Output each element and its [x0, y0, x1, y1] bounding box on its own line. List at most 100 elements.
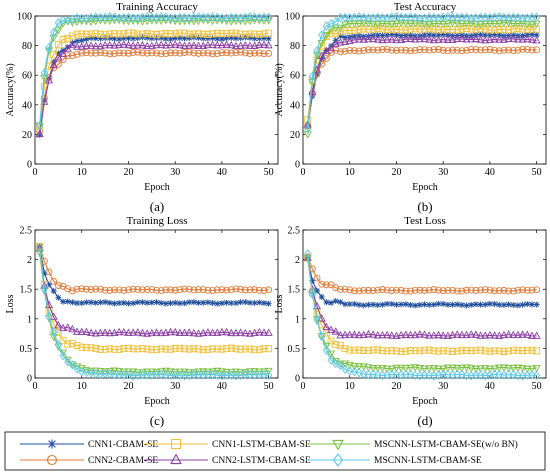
data-point	[439, 365, 448, 373]
data-point	[359, 35, 368, 43]
data-point	[124, 328, 133, 336]
data-point	[407, 301, 414, 308]
data-point	[237, 299, 244, 306]
data-point	[68, 52, 76, 60]
y-tick-label: 20	[22, 130, 32, 141]
data-point	[322, 32, 331, 40]
data-point	[499, 330, 509, 339]
data-point	[397, 330, 406, 339]
data-point	[486, 300, 493, 307]
data-point	[97, 299, 104, 306]
data-point	[73, 50, 81, 58]
data-point	[59, 351, 67, 361]
data-point	[528, 286, 536, 294]
data-point	[54, 27, 63, 35]
data-point	[430, 46, 438, 53]
data-point	[260, 50, 268, 58]
data-point	[513, 35, 523, 43]
data-point	[96, 285, 104, 293]
data-point	[232, 285, 240, 293]
data-point	[171, 327, 180, 336]
legend-label: CNN2-LSTM-CBAM-SE	[212, 456, 311, 466]
data-point	[532, 36, 541, 44]
data-point	[111, 35, 118, 42]
data-point	[457, 364, 466, 373]
data-point	[63, 44, 72, 52]
data-point	[495, 35, 504, 43]
data-point	[518, 365, 527, 373]
data-point	[341, 47, 349, 55]
data-point	[416, 286, 424, 294]
panel-d-ylabel: Loss	[274, 294, 285, 313]
data-point	[125, 344, 132, 352]
panel-d-caption: (d)	[417, 413, 432, 428]
data-point	[54, 340, 62, 350]
data-point	[245, 17, 255, 26]
data-point	[528, 31, 535, 38]
data-point	[101, 286, 109, 294]
y-tick-label: 2	[295, 255, 300, 266]
panel-d-title: Test Loss	[404, 215, 446, 227]
data-point	[228, 300, 235, 307]
data-point	[317, 333, 326, 341]
data-point	[415, 34, 424, 43]
data-point	[332, 341, 340, 348]
data-point	[175, 18, 184, 26]
legend-item-mscnn-lstm-cbam-se-wo-bn: MSCNN-LSTM-CBAM-SE(w/o BN)	[306, 439, 518, 451]
data-point	[477, 31, 484, 38]
data-point	[148, 35, 155, 42]
data-point	[425, 331, 434, 339]
data-point	[129, 13, 137, 23]
data-point	[453, 26, 461, 34]
data-point	[346, 366, 354, 376]
data-point	[125, 300, 132, 307]
data-point	[444, 287, 452, 294]
data-point	[190, 49, 198, 57]
data-point	[125, 35, 132, 42]
x-tick-label: 10	[77, 381, 87, 392]
square-marker-icon	[170, 438, 182, 450]
data-point	[68, 340, 76, 347]
data-point	[199, 328, 208, 337]
data-point	[167, 300, 174, 307]
series-cnn1-cbam-se	[304, 31, 540, 130]
data-point	[477, 370, 485, 380]
data-point	[217, 40, 226, 49]
data-point	[88, 299, 95, 306]
data-point	[351, 300, 358, 307]
data-point	[527, 331, 537, 339]
data-point	[209, 50, 217, 58]
series-cnn2-cbam-se	[304, 253, 541, 295]
data-point	[237, 35, 244, 42]
data-point	[532, 365, 541, 373]
data-point	[346, 286, 354, 294]
data-point	[194, 329, 203, 337]
data-point	[509, 47, 517, 54]
data-point	[350, 35, 359, 43]
data-point	[189, 328, 198, 337]
data-point	[181, 300, 188, 307]
data-point	[176, 35, 183, 42]
data-point	[467, 330, 476, 338]
y-tick-label: 0.5	[20, 344, 33, 355]
data-point	[218, 36, 225, 43]
data-point	[157, 369, 165, 379]
data-point	[491, 300, 498, 307]
data-point	[332, 358, 340, 369]
data-point	[350, 27, 358, 34]
data-point	[78, 285, 86, 293]
data-point	[444, 47, 452, 55]
data-point	[186, 35, 193, 42]
y-tick-label: 0	[295, 160, 300, 171]
series-mscnn-lstm-cbam-se-w-o-bn	[303, 19, 541, 139]
series-cnn2-lstm-cbam-se	[303, 34, 541, 128]
y-tick-label: 2.5	[288, 226, 301, 237]
data-point	[355, 330, 364, 339]
data-point	[250, 41, 259, 49]
data-point	[203, 328, 212, 336]
data-point	[246, 299, 253, 306]
data-point	[345, 330, 354, 338]
x-tick-label: 50	[532, 381, 542, 392]
data-point	[472, 301, 479, 308]
data-point	[426, 301, 433, 308]
